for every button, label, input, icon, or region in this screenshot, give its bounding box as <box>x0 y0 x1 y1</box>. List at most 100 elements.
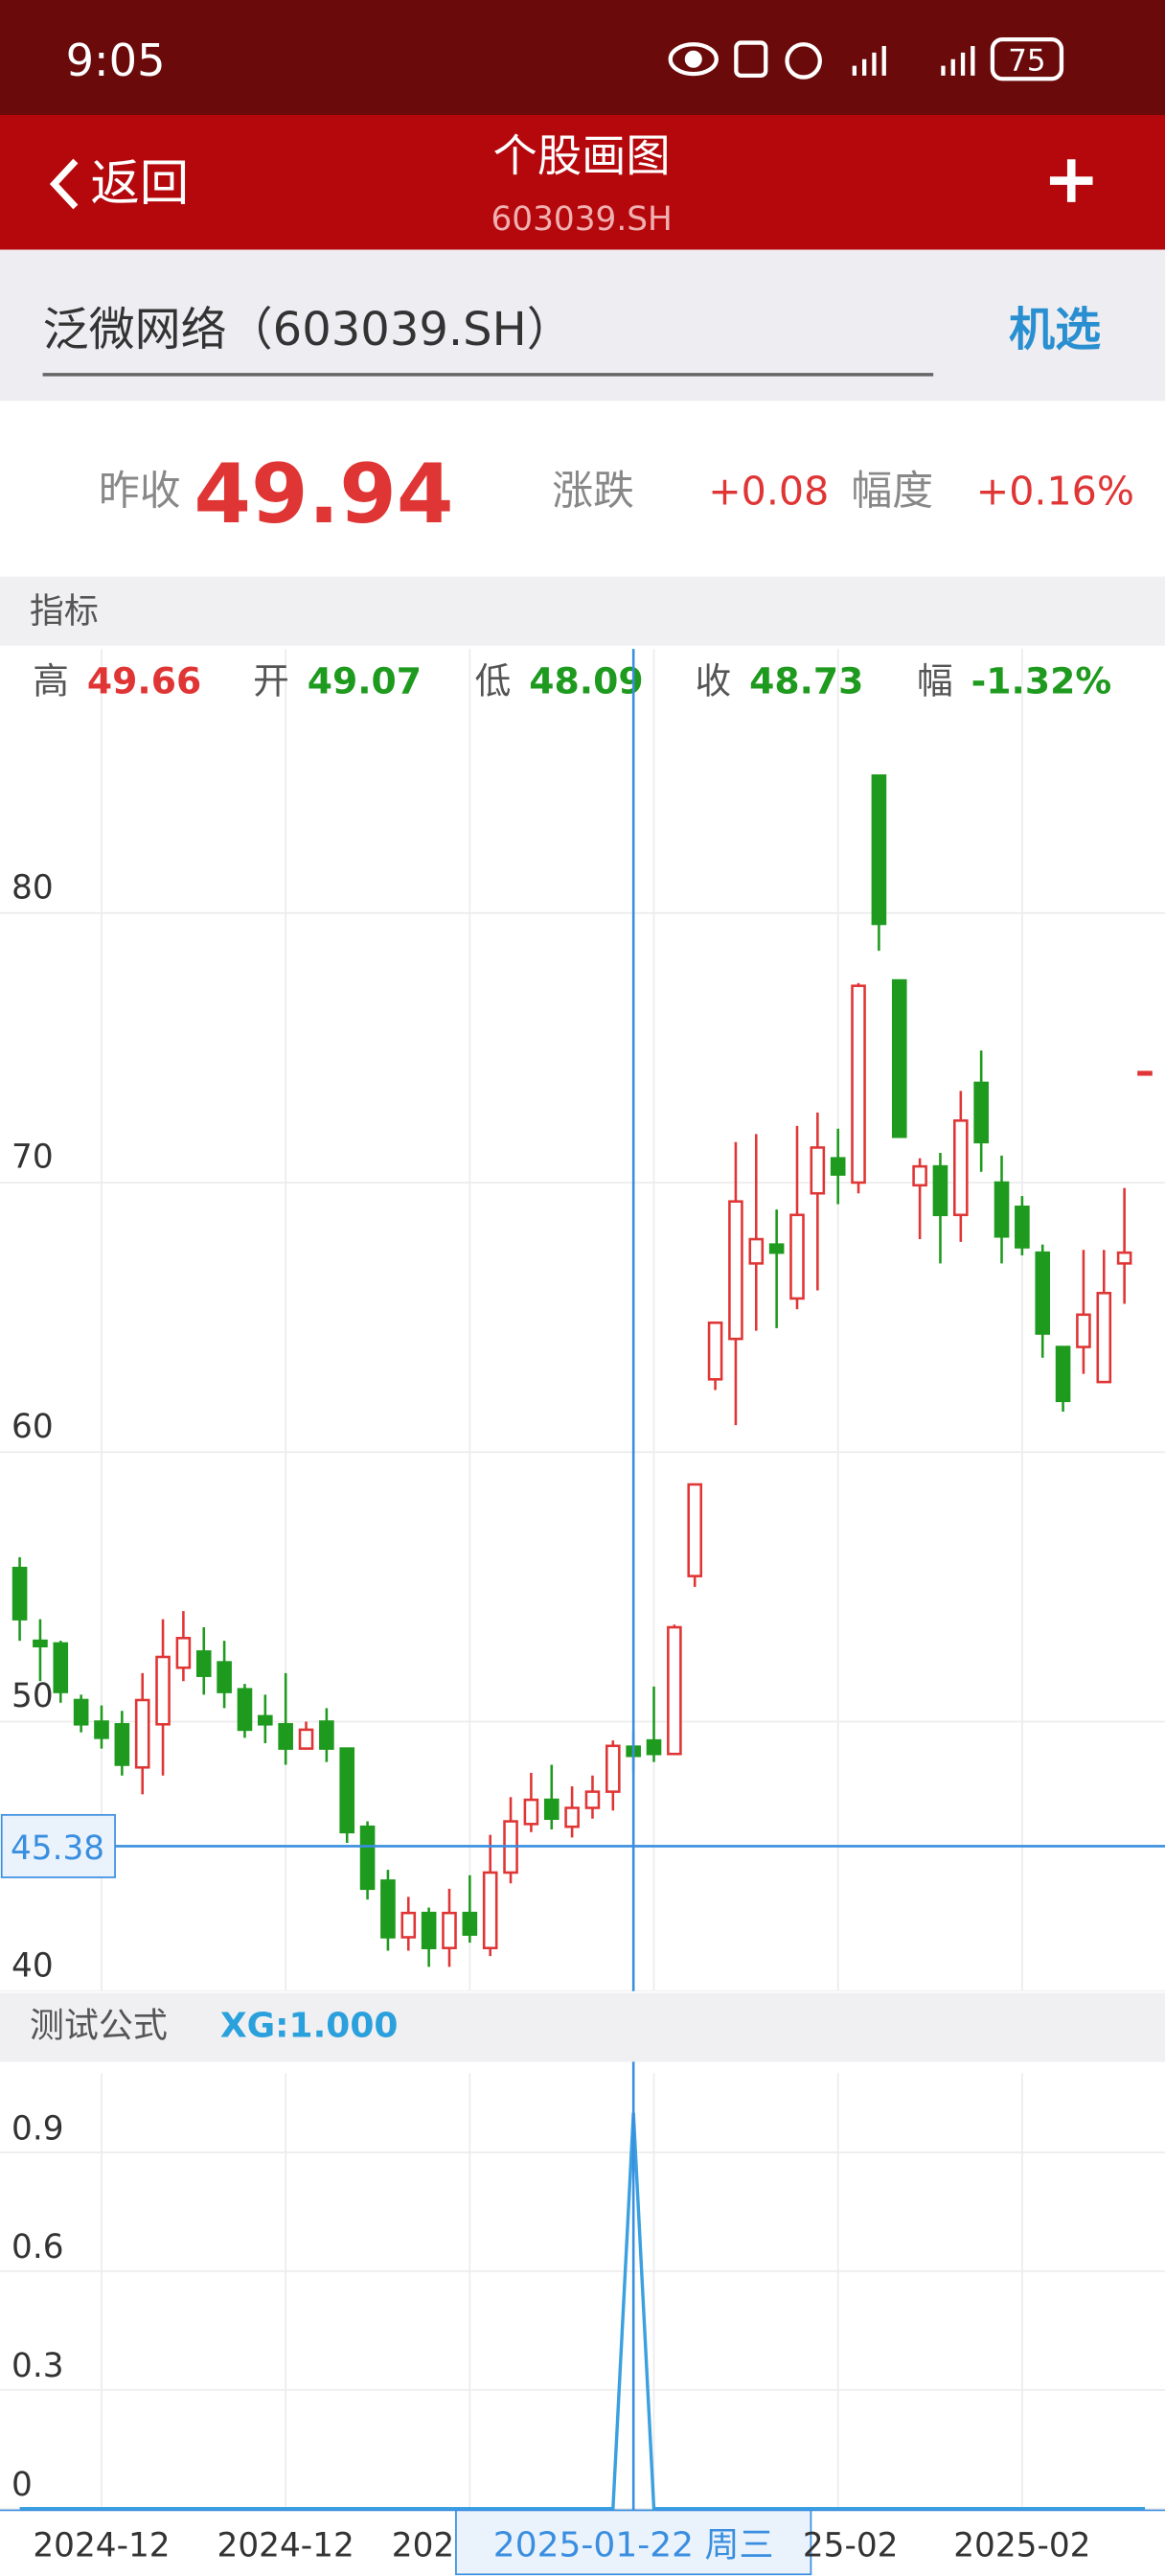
candle-body <box>605 1744 621 1793</box>
candle-body <box>646 1738 662 1756</box>
candle-body <box>768 1243 785 1254</box>
candle-body <box>94 1720 109 1739</box>
candle-body <box>932 1164 948 1217</box>
x-tick-label: 202 <box>392 2526 454 2564</box>
y-tick-label: 60 <box>11 1408 54 1446</box>
candle-body <box>1096 1292 1112 1384</box>
candle-body <box>994 1181 1010 1238</box>
y-tick-label: 0 <box>11 2466 33 2504</box>
candle-chart <box>0 649 1165 1991</box>
candle-body <box>973 1081 989 1144</box>
candle-body <box>564 1806 580 1828</box>
candle-body <box>400 1911 417 1939</box>
header-title: 个股画图 <box>493 129 671 181</box>
candle-body <box>667 1625 682 1756</box>
ohlc-label: 收 <box>695 659 731 702</box>
search-input[interactable]: 泛微网络（603039.SH） <box>43 303 573 356</box>
x-tick-label: 25-02 <box>803 2526 899 2564</box>
x-tick-label: 2024-12 <box>33 2526 170 2564</box>
candle-body <box>298 1728 314 1750</box>
candle-body <box>1055 1346 1071 1403</box>
crosshair-value: 45.38 <box>11 1829 104 1868</box>
candle-body <box>851 984 866 1184</box>
prev-close: 49.94 <box>194 447 453 542</box>
indicator-title: 指标 <box>30 592 99 632</box>
y-tick-label: 0.6 <box>11 2228 64 2266</box>
candle-body <box>339 1747 355 1834</box>
back-button[interactable]: 返回 <box>90 155 189 213</box>
x-tick-label: 2024-12 <box>217 2526 354 2564</box>
ohlc-label: 低 <box>475 659 512 702</box>
candle-body <box>523 1798 539 1826</box>
candle-body <box>217 1661 232 1693</box>
battery-level: 75 <box>1008 44 1045 79</box>
candle-body <box>953 1119 969 1217</box>
candle-body <box>707 1321 723 1381</box>
overlay: 高 49.66 开 49.07 低 48.09 收 48.73 幅 -1.32% 40 50 60 70 8… <box>0 649 1165 2576</box>
candle-body <box>114 1723 130 1766</box>
candle-body <box>278 1723 293 1750</box>
candle-body <box>11 1566 28 1621</box>
indicator-band <box>0 576 1165 646</box>
candle-body <box>1035 1251 1051 1335</box>
y-tick-label: 40 <box>11 1946 54 1985</box>
header-subtitle: 603039.SH <box>491 200 672 239</box>
back-icon[interactable] <box>49 158 79 210</box>
y-tick-label: 70 <box>11 1138 54 1177</box>
candle-body <box>891 978 907 1138</box>
candle-body <box>462 1911 478 1936</box>
candle-body <box>237 1688 253 1732</box>
crosshair-value-box <box>0 1813 116 1878</box>
candle-body <box>584 1790 601 1809</box>
ohlc-label: 高 <box>33 659 69 702</box>
change: +0.08 <box>708 468 829 514</box>
candle-body <box>543 1798 560 1821</box>
status-time: 9:05 <box>66 34 166 86</box>
change-label: 涨跌 <box>552 467 634 515</box>
candle-body <box>53 1642 69 1693</box>
ohlc-value: 48.09 <box>529 659 643 702</box>
formula-title: 测试公式 <box>30 2007 168 2046</box>
ohlc-value: 48.73 <box>749 659 863 702</box>
header <box>0 115 1165 250</box>
candle-body <box>33 1639 48 1648</box>
candle-body <box>195 1650 212 1677</box>
y-tick-label: 0.9 <box>11 2109 64 2148</box>
candle-body <box>1116 1251 1132 1265</box>
candle-body <box>258 1714 273 1726</box>
candle-body <box>134 1698 150 1769</box>
series-line <box>19 2112 1145 2511</box>
formula-band <box>0 1992 1165 2062</box>
y-tick-label: 50 <box>11 1677 54 1715</box>
candle-body <box>319 1720 334 1750</box>
add-button[interactable] <box>1049 159 1093 202</box>
status-bar <box>0 0 1165 115</box>
candle-body <box>1076 1313 1091 1348</box>
prev-close-label: 昨收 <box>99 467 181 515</box>
candle-body <box>687 1483 703 1577</box>
candle-body <box>912 1164 927 1187</box>
ohlc-label: 幅 <box>917 659 953 702</box>
y-tick-label: 0.3 <box>11 2347 64 2385</box>
status-icons <box>668 37 1064 81</box>
candle-body <box>359 1825 376 1891</box>
candle-body <box>1015 1206 1030 1249</box>
candle-body <box>175 1637 192 1669</box>
candle-body <box>789 1213 805 1300</box>
candle-body <box>748 1237 765 1265</box>
ohlc-value: -1.32% <box>971 659 1112 702</box>
candle-body <box>380 1879 396 1939</box>
ohlc-value: 49.66 <box>87 659 201 702</box>
crosshair-date: 2025-01-22 周三 <box>493 2525 774 2564</box>
y-tick-label: 80 <box>11 868 54 907</box>
ohlc-value: 49.07 <box>308 659 422 702</box>
formula-chart <box>0 2073 1165 2511</box>
candle-body <box>442 1911 457 1950</box>
ohlc-label: 开 <box>253 659 289 702</box>
candle-body <box>421 1911 437 1950</box>
candle-body <box>1137 1070 1153 1076</box>
candle-body <box>830 1157 846 1176</box>
auto-pick-button[interactable]: 机选 <box>1009 303 1101 356</box>
pct-label: 幅度 <box>851 467 933 515</box>
